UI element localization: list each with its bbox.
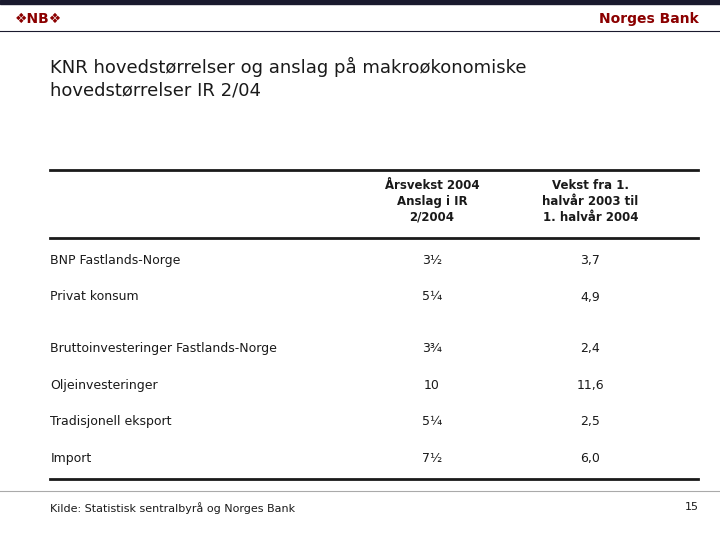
Bar: [0, 0, 720, 4]
Text: 3½: 3½: [422, 254, 442, 267]
Text: 7½: 7½: [422, 452, 442, 465]
Text: Kilde: Statistisk sentralbyrå og Norges Bank: Kilde: Statistisk sentralbyrå og Norges …: [50, 502, 295, 514]
Text: Årsvekst 2004
Anslag i IR
2/2004: Årsvekst 2004 Anslag i IR 2/2004: [384, 179, 480, 224]
Text: Privat konsum: Privat konsum: [50, 291, 139, 303]
Text: ❖NB❖: ❖NB❖: [14, 12, 62, 26]
Text: BNP Fastlands-Norge: BNP Fastlands-Norge: [50, 254, 181, 267]
Text: KNR hovedstørrelser og anslag på makroøkonomiske
hovedstørrelser IR 2/04: KNR hovedstørrelser og anslag på makroøk…: [50, 57, 527, 100]
Text: Tradisjonell eksport: Tradisjonell eksport: [50, 415, 172, 428]
Text: 6,0: 6,0: [580, 452, 600, 465]
Text: 3,7: 3,7: [580, 254, 600, 267]
Text: 5¼: 5¼: [422, 415, 442, 428]
Text: Norges Bank: Norges Bank: [598, 12, 698, 26]
Text: 11,6: 11,6: [577, 379, 604, 392]
Text: 10: 10: [424, 379, 440, 392]
Text: 4,9: 4,9: [580, 291, 600, 303]
Text: Vekst fra 1.
halvår 2003 til
1. halvår 2004: Vekst fra 1. halvår 2003 til 1. halvår 2…: [542, 179, 639, 224]
Text: 2,5: 2,5: [580, 415, 600, 428]
Text: 2,4: 2,4: [580, 342, 600, 355]
Text: Oljeinvesteringer: Oljeinvesteringer: [50, 379, 158, 392]
Text: 3¾: 3¾: [422, 342, 442, 355]
Text: 5¼: 5¼: [422, 291, 442, 303]
Text: Import: Import: [50, 452, 91, 465]
Text: 15: 15: [685, 502, 698, 512]
Text: Bruttoinvesteringer Fastlands-Norge: Bruttoinvesteringer Fastlands-Norge: [50, 342, 277, 355]
